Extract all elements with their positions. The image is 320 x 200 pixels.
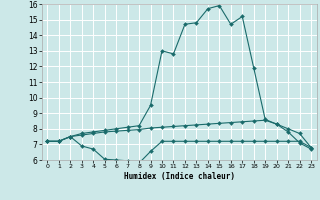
X-axis label: Humidex (Indice chaleur): Humidex (Indice chaleur) bbox=[124, 172, 235, 181]
